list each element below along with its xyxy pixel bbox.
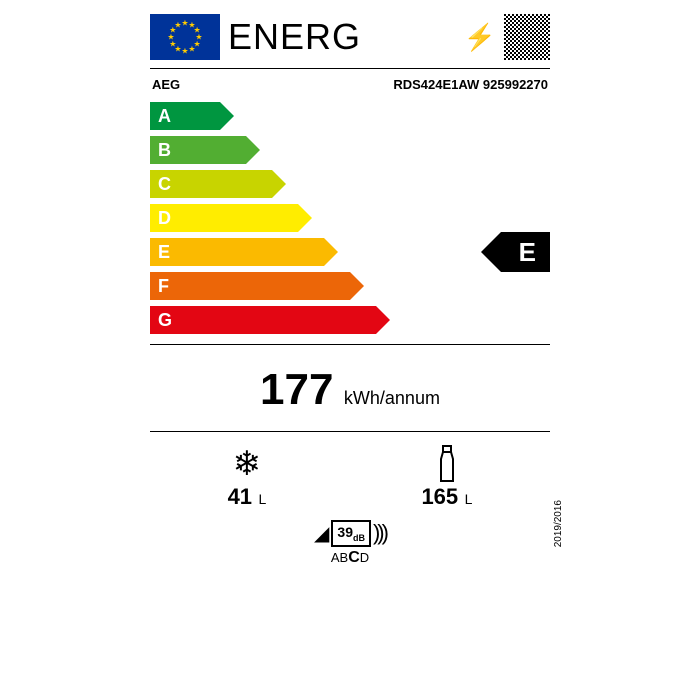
freezer-value: 41: [228, 484, 252, 509]
qr-code-icon: [504, 14, 550, 60]
rating-pointer: E: [481, 232, 550, 272]
divider: [150, 344, 550, 345]
bottle-icon: [421, 444, 472, 484]
efficiency-scale: E ABCDEFG: [150, 102, 550, 342]
energy-label: ★ ★ ★ ★ ★ ★ ★ ★ ★ ★ ★ ★ ENERG ⚡ AEG RDS4…: [150, 8, 550, 577]
fridge-spec: 165 L: [421, 444, 472, 510]
efficiency-bar-g: G: [150, 306, 376, 334]
freezer-unit: L: [259, 491, 267, 507]
regulation-text: 2019/2016: [553, 500, 564, 547]
divider: [150, 68, 550, 69]
fridge-value: 165: [421, 484, 458, 509]
noise-icon: ◢ 39dB ))): [314, 520, 386, 547]
freezer-spec: ❄ 41 L: [228, 444, 267, 510]
consumption-value: 177: [260, 365, 333, 414]
rating-letter: E: [501, 232, 550, 272]
specs-row: ❄ 41 L 165 L: [150, 434, 550, 516]
brand-text: AEG: [152, 77, 180, 92]
bolt-icon: ⚡: [464, 22, 496, 53]
efficiency-bar-f: F: [150, 272, 350, 300]
efficiency-bar-d: D: [150, 204, 298, 232]
efficiency-bar-c: C: [150, 170, 272, 198]
efficiency-bar-b: B: [150, 136, 246, 164]
model-text: RDS424E1AW 925992270: [393, 77, 548, 92]
efficiency-bar-e: E: [150, 238, 324, 266]
fridge-unit: L: [465, 491, 473, 507]
consumption-row: 177 kWh/annum: [150, 347, 550, 429]
energy-title: ENERG: [228, 16, 456, 58]
efficiency-bar-a: A: [150, 102, 220, 130]
noise-row: ◢ 39dB ))) ABCD: [150, 516, 550, 577]
product-info-row: AEG RDS424E1AW 925992270: [150, 71, 550, 98]
eu-flag-icon: ★ ★ ★ ★ ★ ★ ★ ★ ★ ★ ★ ★: [150, 14, 220, 60]
header-row: ★ ★ ★ ★ ★ ★ ★ ★ ★ ★ ★ ★ ENERG ⚡: [150, 8, 550, 66]
divider: [150, 431, 550, 432]
consumption-unit: kWh/annum: [344, 388, 440, 408]
noise-classes: ABCD: [150, 549, 550, 567]
snowflake-icon: ❄: [228, 444, 267, 484]
